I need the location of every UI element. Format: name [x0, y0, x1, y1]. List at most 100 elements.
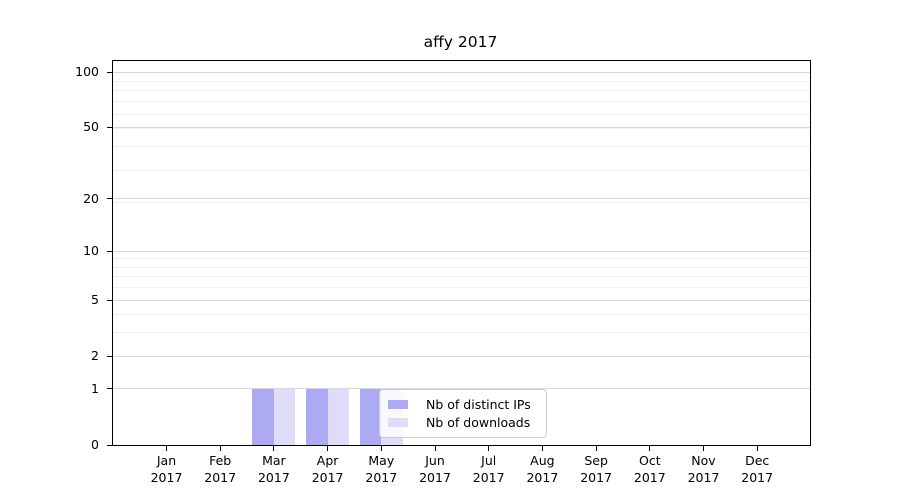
x-tick-label-line: 2017	[204, 470, 237, 485]
legend-label: Nb of distinct IPs	[426, 397, 531, 412]
x-tick-label-line: Jan	[156, 453, 177, 468]
x-tick	[595, 446, 597, 451]
x-tick	[541, 446, 543, 451]
major-gridline	[113, 388, 810, 390]
x-tick-label-line: 2017	[311, 470, 344, 485]
x-tick	[327, 446, 329, 451]
legend-label: Nb of downloads	[426, 415, 531, 430]
y-tick	[107, 250, 113, 252]
legend-row: Nb of distinct IPs	[388, 397, 538, 412]
minor-gridline	[113, 128, 810, 130]
x-tick	[649, 446, 651, 451]
x-tick	[703, 446, 704, 451]
major-gridline	[113, 299, 810, 301]
bar-distinct-ips	[359, 389, 382, 445]
minor-gridline	[113, 80, 810, 82]
x-tick-label-line: 2017	[150, 470, 183, 485]
y-tick	[107, 71, 113, 73]
minor-gridline	[113, 101, 810, 103]
minor-gridline	[113, 266, 810, 268]
x-tick-label-line: Dec	[745, 453, 770, 468]
major-gridline	[113, 126, 810, 128]
x-tick-label: Nov 2017	[672, 452, 736, 486]
major-gridline	[113, 250, 810, 252]
x-tick-label: Jun 2017	[403, 452, 467, 486]
y-tick-label: 20	[83, 190, 99, 206]
x-tick	[488, 446, 490, 451]
x-tick-label-line: 2017	[741, 470, 774, 485]
plot-area	[112, 60, 811, 446]
x-tick-label-line: 2017	[365, 470, 398, 485]
x-tick-label-line: 2017	[580, 470, 612, 485]
x-tick-label-line: 2017	[687, 470, 720, 485]
legend-swatch-distinct-ips	[388, 400, 408, 409]
x-tick-label: Jul 2017	[457, 452, 521, 486]
x-tick-label-line: May	[368, 453, 395, 468]
x-tick	[380, 446, 382, 451]
x-tick	[219, 446, 221, 451]
legend-swatch-downloads	[388, 418, 408, 427]
y-tick-label: 1	[91, 380, 99, 396]
minor-gridline	[113, 169, 810, 171]
y-tick	[107, 444, 113, 446]
x-tick	[434, 446, 436, 451]
bar-distinct-ips	[306, 389, 328, 445]
minor-gridline	[113, 276, 810, 278]
y-tick-label: 5	[91, 292, 99, 308]
x-tick-label-line: Mar	[262, 453, 286, 468]
minor-gridline	[113, 332, 810, 334]
x-tick-label-line: Apr	[316, 453, 339, 468]
minor-gridline	[113, 113, 810, 115]
x-tick-label-line: Sep	[584, 453, 608, 468]
y-tick-label: 10	[83, 243, 99, 259]
y-tick	[107, 198, 113, 200]
y-tick-label: 0	[91, 437, 99, 452]
minor-gridline	[113, 202, 810, 204]
minor-gridline	[113, 90, 810, 92]
x-tick-label: Sep 2017	[564, 452, 628, 486]
y-tick	[107, 355, 113, 357]
y-tick-label: 100	[75, 64, 99, 80]
x-tick-label-line: 2017	[526, 470, 559, 485]
minor-gridline	[113, 72, 810, 74]
x-tick-label-line: Jul	[481, 453, 497, 468]
minor-gridline	[113, 314, 810, 316]
bar-downloads	[273, 389, 296, 445]
minor-gridline	[113, 287, 810, 289]
x-tick-label-line: Oct	[638, 453, 661, 468]
x-tick-label: Oct 2017	[618, 452, 682, 486]
y-tick	[107, 126, 113, 128]
x-tick-label: May 2017	[349, 452, 413, 486]
x-tick-label-line: 2017	[419, 470, 451, 485]
y-tick-label: 2	[91, 348, 99, 364]
major-gridline	[113, 198, 810, 200]
legend-row: Nb of downloads	[388, 415, 538, 430]
chart-title: affy 2017	[423, 33, 498, 51]
minor-gridline	[113, 258, 810, 260]
y-tick	[107, 388, 113, 390]
x-tick-label-line: 2017	[633, 470, 666, 485]
x-tick	[166, 446, 167, 451]
x-tick-label-line: Aug	[530, 453, 555, 468]
x-tick-label-line: 2017	[257, 470, 290, 485]
x-tick	[273, 446, 275, 451]
legend: Nb of distinct IPs Nb of downloads	[379, 389, 547, 438]
x-tick-label-line: Nov	[691, 453, 716, 468]
x-tick-label: Feb 2017	[188, 452, 252, 486]
x-tick-label: Dec 2017	[725, 452, 789, 486]
y-tick-label: 50	[83, 119, 99, 135]
x-tick-label-line: Feb	[209, 453, 232, 468]
major-gridline	[113, 71, 810, 73]
x-tick-label: Jan 2017	[135, 452, 199, 486]
x-tick-label-line: 2017	[472, 470, 505, 485]
minor-gridline	[113, 146, 810, 148]
x-tick-label-line: Jun	[425, 453, 445, 468]
x-tick	[756, 446, 758, 451]
x-tick-label: Apr 2017	[296, 452, 360, 486]
bar-downloads	[327, 389, 350, 445]
x-tick-label: Aug 2017	[510, 452, 574, 486]
x-tick-label: Mar 2017	[242, 452, 306, 486]
major-gridline	[113, 355, 810, 357]
y-tick	[107, 299, 113, 301]
